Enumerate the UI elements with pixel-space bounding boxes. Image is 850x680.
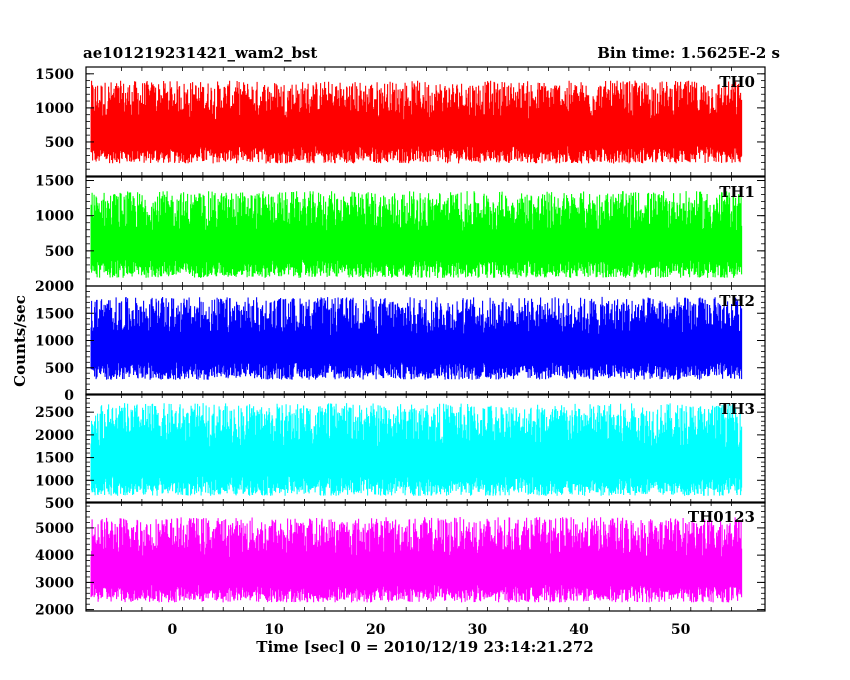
panel-label-th0123: TH0123 — [688, 508, 755, 526]
x-tick-label: 50 — [671, 622, 691, 638]
series-th2 — [90, 296, 743, 380]
x-axis-label: Time [sec] 0 = 2010/12/19 23:14:21.272 — [256, 638, 594, 656]
panel-label-th0: TH0 — [719, 73, 755, 91]
y-tick-label: 1500 — [35, 451, 74, 467]
panel-label-th2: TH2 — [719, 292, 755, 310]
series-th0123 — [90, 517, 743, 603]
y-tick-label: 2500 — [35, 405, 74, 421]
y-axis-label: Counts/sec — [11, 295, 29, 387]
y-tick-label: 0 — [64, 388, 74, 404]
series-th0 — [90, 80, 743, 164]
series-th3 — [90, 403, 743, 496]
panel-label-th3: TH3 — [719, 400, 755, 418]
y-tick-label: 1500 — [35, 67, 74, 83]
y-tick-label: 1500 — [35, 306, 74, 322]
x-tick-label: 30 — [468, 622, 488, 638]
y-tick-label: 1000 — [35, 334, 74, 350]
y-tick-label: 1500 — [35, 174, 74, 190]
y-tick-label: 5000 — [35, 521, 74, 537]
y-tick-label: 4000 — [35, 548, 74, 564]
bin-time-label: Bin time: 1.5625E-2 s — [597, 44, 780, 62]
y-tick-label: 500 — [45, 135, 74, 151]
y-tick-label: 2000 — [35, 279, 74, 295]
x-tick-label: 10 — [264, 622, 284, 638]
x-tick-label: 0 — [168, 622, 178, 638]
y-tick-label: 0 — [64, 279, 74, 295]
y-tick-label: 1000 — [35, 101, 74, 117]
y-tick-label: 500 — [45, 496, 74, 512]
panel-label-th1: TH1 — [719, 183, 755, 201]
y-tick-label: 1000 — [35, 473, 74, 489]
x-tick-label: 40 — [569, 622, 589, 638]
y-tick-label: 3000 — [35, 575, 74, 591]
y-tick-label: 1000 — [35, 209, 74, 225]
y-tick-label: 2000 — [35, 428, 74, 444]
y-tick-label: 2000 — [35, 603, 74, 619]
x-tick-label: 20 — [366, 622, 386, 638]
series-th1 — [90, 191, 743, 278]
y-tick-label: 500 — [45, 361, 74, 377]
panel-frame-th0123 — [85, 501, 766, 612]
observation-id-title: ae101219231421_wam2_bst — [83, 44, 318, 62]
y-tick-label: 500 — [45, 244, 74, 260]
